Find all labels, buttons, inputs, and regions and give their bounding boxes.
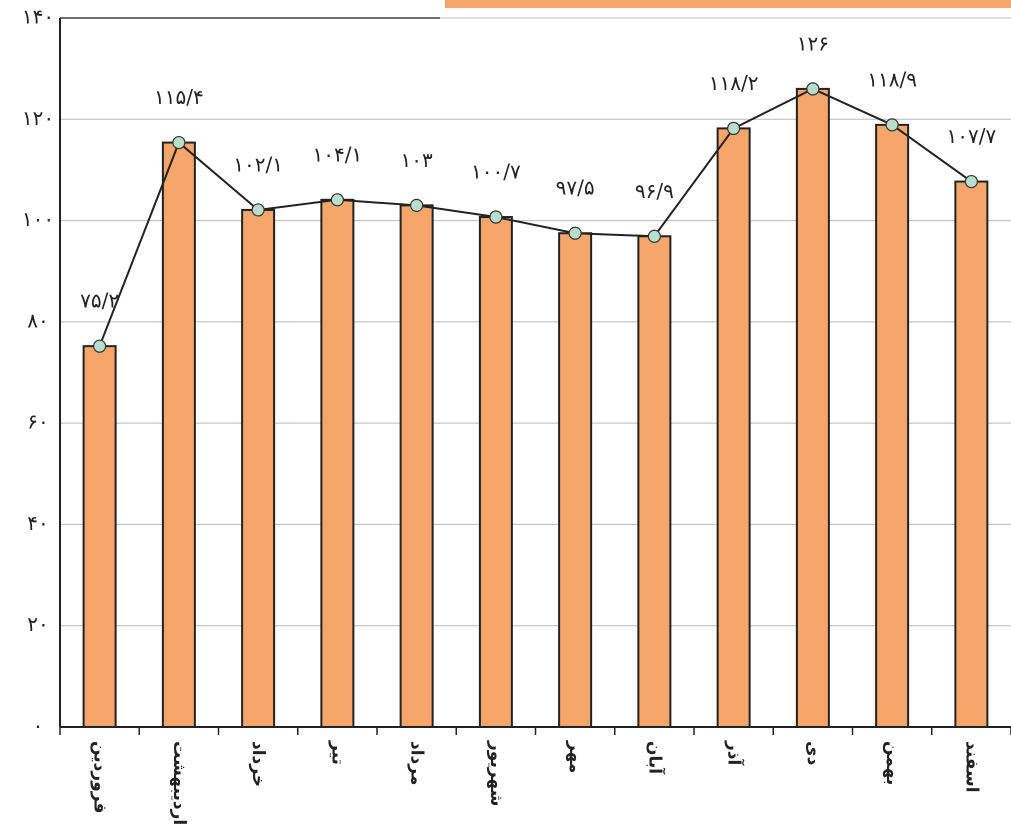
data-label: ۱۰۷/۷ — [947, 124, 997, 148]
data-label: ۹۶/۹ — [635, 179, 674, 203]
marker — [410, 198, 424, 212]
data-label: ۱۱۸/۲ — [709, 71, 759, 95]
y-tick-label: ۲۰ — [27, 612, 48, 636]
bar — [399, 204, 434, 728]
y-tick-label: ۰ — [33, 714, 44, 738]
marker — [647, 229, 661, 243]
y-tick-label: ۱۴۰ — [22, 5, 54, 29]
bar — [558, 232, 593, 728]
data-label: ۷۵/۲ — [80, 289, 119, 313]
x-tick-label: خرداد — [248, 741, 268, 787]
marker — [885, 118, 899, 132]
marker — [964, 174, 978, 189]
x-tick-label: آبان — [644, 741, 666, 775]
x-tick-label: مهر — [565, 740, 585, 773]
bar — [82, 345, 117, 728]
data-label: ۱۰۲/۱ — [233, 152, 283, 176]
data-label: ۱۰۳ — [401, 148, 433, 172]
x-tick-label: اسفند — [961, 741, 981, 793]
x-tick-label: دی — [803, 741, 823, 766]
bar — [795, 87, 830, 728]
line — [98, 87, 972, 347]
bar — [716, 127, 751, 728]
marker — [251, 203, 265, 217]
data-label: ۱۱۸/۹ — [867, 67, 917, 91]
marker — [489, 210, 503, 224]
bar — [241, 208, 276, 729]
bar — [161, 141, 196, 728]
bar — [320, 198, 355, 728]
marker — [806, 82, 820, 96]
y-tick-label: ۱۰۰ — [22, 207, 54, 231]
x-tick-label: شهریور — [486, 740, 506, 806]
y-tick-label: ۸۰ — [27, 308, 48, 332]
marker — [172, 135, 186, 150]
marker — [93, 339, 107, 353]
data-label: ۱۲۶ — [797, 31, 829, 55]
x-tick-label: بهمن — [882, 741, 902, 785]
data-label: ۱۰۴/۱ — [313, 142, 363, 166]
marker — [727, 121, 741, 136]
decor-band — [445, 0, 1011, 8]
y-tick-label: ۶۰ — [27, 410, 48, 434]
marker — [568, 226, 582, 240]
bar — [875, 123, 910, 728]
x-tick-label: تیر — [327, 740, 347, 765]
data-label: ۱۰۰/۷ — [471, 160, 521, 184]
x-tick-label: اردیبهشت — [169, 741, 189, 825]
bar — [954, 180, 989, 729]
bar — [637, 235, 672, 728]
y-tick-label: ۱۲۰ — [22, 106, 54, 130]
x-tick-label: فروردین — [90, 741, 110, 813]
data-label: ۱۱۵/۴ — [154, 85, 204, 109]
data-label: ۹۷/۵ — [556, 176, 595, 200]
y-tick-label: ۴۰ — [27, 511, 48, 535]
x-tick-label: آذر — [724, 740, 746, 767]
marker — [330, 193, 344, 207]
x-tick-label: مرداد — [407, 741, 427, 785]
bar — [478, 216, 513, 728]
